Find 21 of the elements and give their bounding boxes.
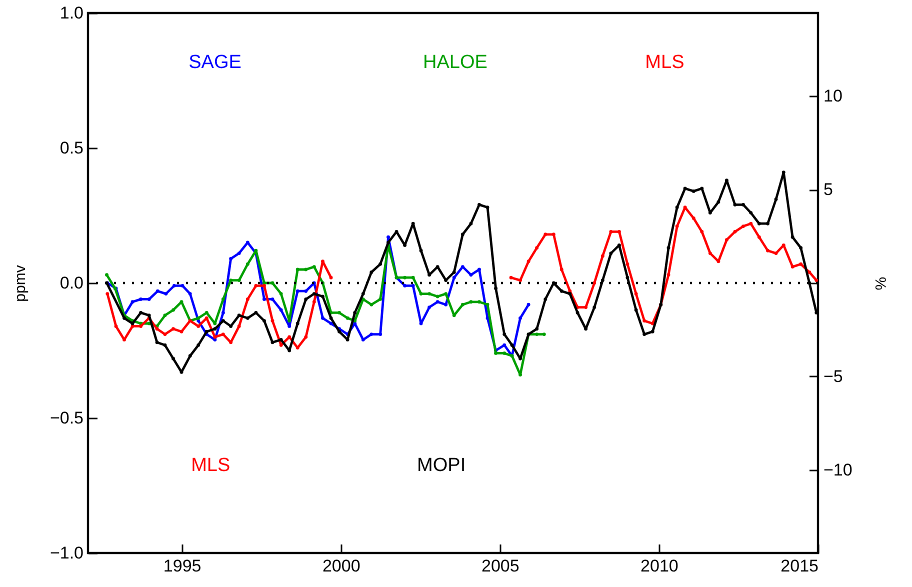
x-tick-label: 2005 [482,556,520,576]
y2-axis-title: % [871,276,888,290]
y2-tick-label: −10 [824,460,852,480]
text: MLS [645,52,684,74]
y2-tick-label: 5 [824,180,833,200]
text: MOPI [417,454,466,476]
y-tick-label: 1.0 [60,4,84,22]
y-tick-label: 0.5 [60,138,84,158]
x-tick-label: 2010 [640,556,678,576]
y-tick-label: −1.0 [50,544,84,562]
y-axis-title: ppmv [12,264,29,302]
text: HALOE [422,52,488,74]
y-tick-label: 0.0 [60,274,84,292]
x-tick-label: 2015 [780,556,818,576]
x-tick-label: 2000 [322,556,360,576]
y-tick-label: −0.5 [50,408,84,428]
text: MLS [191,454,230,476]
y2-tick-label: −5 [824,366,843,386]
text: SAGE [188,52,242,74]
x-tick-label: 1995 [163,556,202,576]
y2-tick-label: 10 [824,86,842,106]
